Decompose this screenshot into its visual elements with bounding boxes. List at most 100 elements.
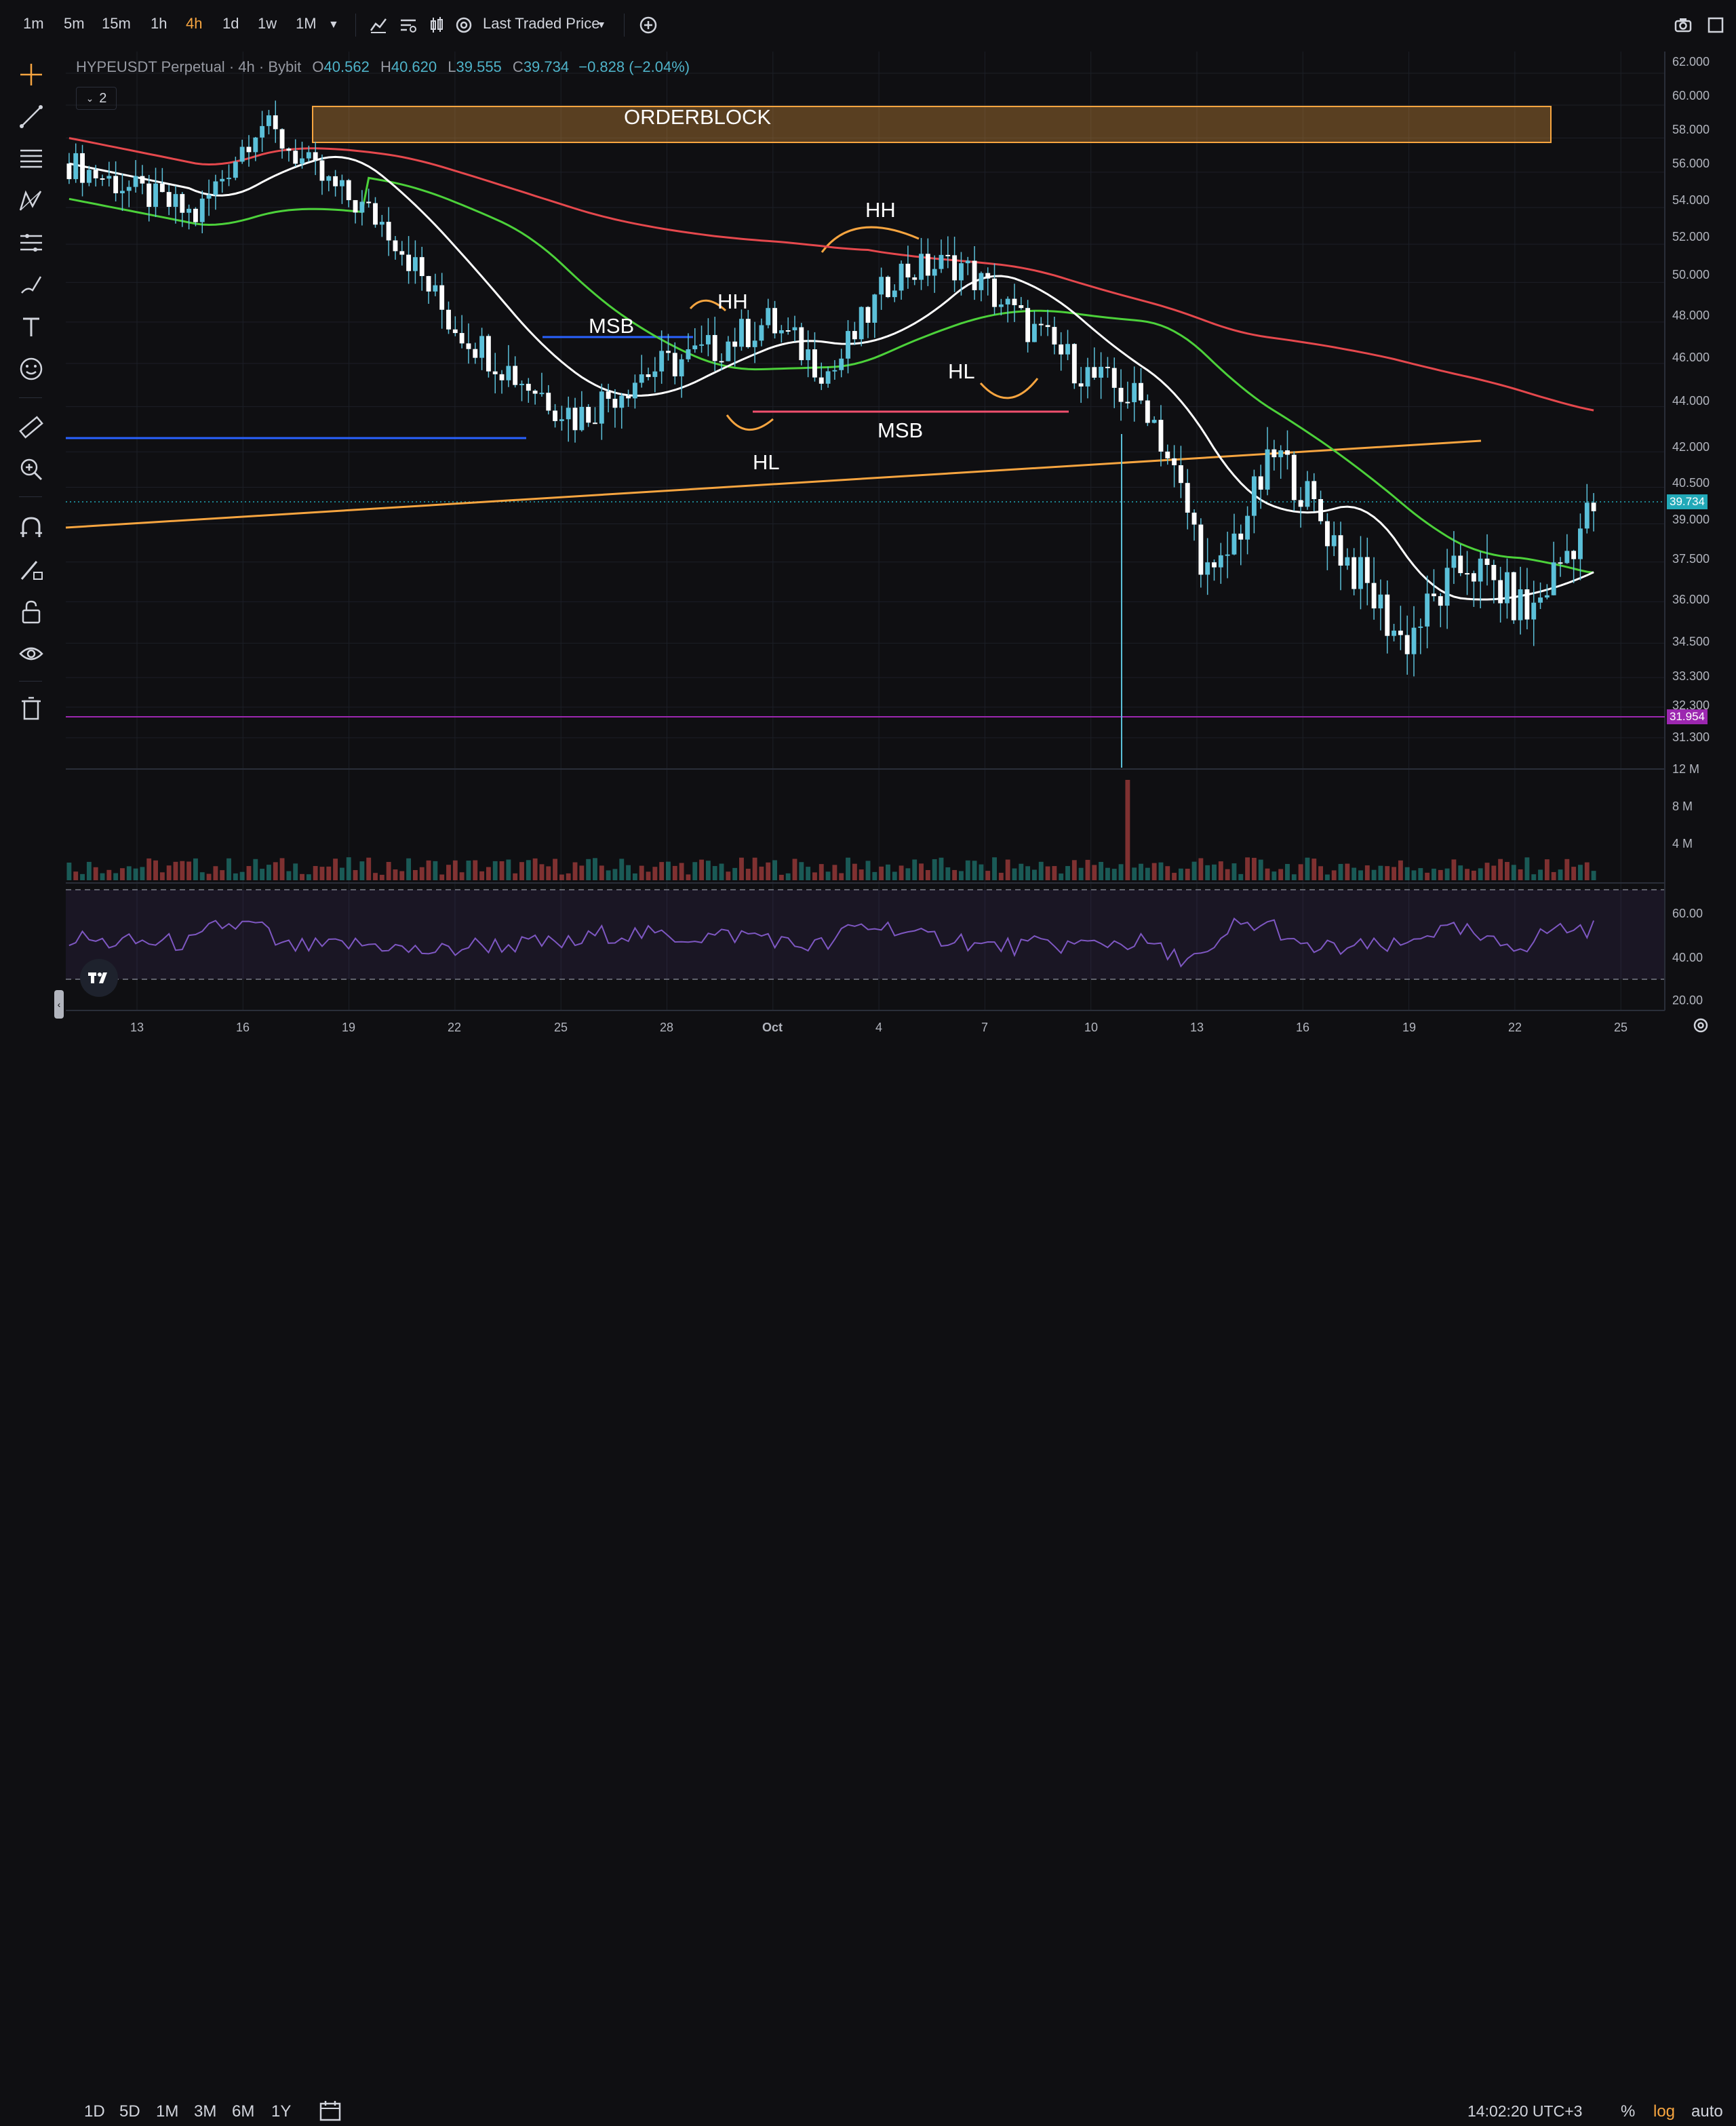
volume-bar <box>846 857 850 880</box>
pattern-icon[interactable] <box>15 184 47 217</box>
ma-red-line[interactable] <box>68 137 1594 412</box>
candle-body <box>526 383 531 391</box>
tradingview-logo[interactable] <box>80 959 118 997</box>
orderblock-zone[interactable] <box>312 106 1552 143</box>
volume-bar <box>1378 865 1383 880</box>
volume-bar <box>180 861 185 880</box>
trash-icon[interactable] <box>15 692 47 724</box>
eye-icon[interactable] <box>15 637 47 670</box>
camera-icon[interactable] <box>1671 12 1695 38</box>
timeframe-1d[interactable]: 1d <box>222 15 239 32</box>
price-source-selector[interactable]: Last Traded Price <box>483 15 600 32</box>
candle-body <box>939 254 944 269</box>
date-range-calendar-icon[interactable] <box>319 2100 342 2123</box>
volume-bar <box>1385 866 1390 880</box>
settings-gear-icon[interactable] <box>1691 1016 1710 1035</box>
timeframe-1m[interactable]: 1m <box>23 15 44 32</box>
volume-bar <box>998 873 1004 880</box>
symbol-name[interactable]: HYPEUSDT Perpetual <box>76 58 225 75</box>
range-5d-button[interactable]: 5D <box>119 2102 140 2121</box>
price-chart[interactable] <box>0 0 1736 1044</box>
ma-green-line[interactable] <box>68 176 1594 574</box>
hl-arc-2[interactable] <box>979 378 1039 399</box>
indicators-count: 2 <box>99 90 107 106</box>
percent-toggle[interactable]: % <box>1621 2102 1636 2121</box>
range-6m-button[interactable]: 6M <box>232 2102 255 2121</box>
emoji-icon[interactable] <box>15 353 47 385</box>
candle-body <box>1111 368 1117 388</box>
range-3m-button[interactable]: 3M <box>194 2102 217 2121</box>
candle-body <box>1139 382 1143 401</box>
candle-body <box>1298 500 1303 507</box>
rsi-line[interactable] <box>68 917 1595 968</box>
brush-icon[interactable] <box>15 269 47 301</box>
pencil-lock-icon[interactable] <box>15 553 47 586</box>
hh-arc-1[interactable] <box>689 299 727 312</box>
time-label: 25 <box>553 1021 568 1034</box>
fullscreen-icon[interactable] <box>1703 12 1728 38</box>
candle-body <box>1491 565 1497 580</box>
volume-bar <box>452 860 458 880</box>
collapse-left-handle[interactable]: ‹ <box>54 990 64 1019</box>
auto-toggle[interactable]: auto <box>1691 2102 1723 2121</box>
ma-white-line[interactable] <box>68 155 1594 601</box>
timeframe-1w[interactable]: 1w <box>258 15 277 32</box>
timeframe-15m[interactable]: 15m <box>102 15 131 32</box>
log-toggle[interactable]: log <box>1653 2102 1676 2121</box>
zoom-in-icon[interactable] <box>15 453 47 486</box>
ruler-icon[interactable] <box>15 411 47 444</box>
candles-icon[interactable] <box>425 12 449 38</box>
range-1m-button[interactable]: 1M <box>156 2102 179 2121</box>
candle-body <box>499 374 505 380</box>
magnet-icon[interactable] <box>15 511 47 544</box>
candle-body <box>872 294 877 323</box>
range-1y-button[interactable]: 1Y <box>271 2102 292 2121</box>
fib-retracement-icon[interactable] <box>15 142 47 175</box>
candle-body <box>1158 420 1164 452</box>
price-source-dropdown-icon[interactable]: ▼ <box>597 19 606 30</box>
candle-body <box>1012 298 1017 306</box>
volume-bar <box>752 857 757 880</box>
toolbar-separator <box>355 14 356 37</box>
text-icon[interactable] <box>15 311 47 343</box>
hh-arc-2[interactable] <box>821 226 920 253</box>
volume-bar <box>1258 859 1263 880</box>
range-1d-button[interactable]: 1D <box>84 2102 105 2121</box>
timeframe-4h[interactable]: 4h <box>186 15 203 32</box>
lock-icon[interactable] <box>15 595 47 628</box>
price-label: 44.000 <box>1672 394 1710 408</box>
timeframe-dropdown-icon[interactable]: ▼ <box>328 19 339 31</box>
timeframe-1h[interactable]: 1h <box>151 15 167 32</box>
settings-gear-icon[interactable] <box>452 12 476 38</box>
volume-bar <box>1538 869 1543 880</box>
volume-bar <box>792 859 797 880</box>
candle-body <box>1078 383 1084 387</box>
indicators-collapse-button[interactable]: ⌄ 2 <box>76 87 117 110</box>
compare-icon[interactable] <box>396 12 420 38</box>
forecast-icon[interactable] <box>15 227 47 259</box>
add-plus-icon[interactable] <box>636 12 660 38</box>
candle-body <box>559 419 564 421</box>
bottom-toolbar: 1D 5D 1M 3M 6M 1Y 14:02:20 UTC+3 % log a… <box>0 1044 1736 2121</box>
timeframe-1M[interactable]: 1M <box>296 15 317 32</box>
candlesticks[interactable] <box>66 100 1596 677</box>
candle-body <box>1178 465 1183 484</box>
indicators-icon[interactable] <box>366 12 391 38</box>
volume-bar <box>1111 869 1117 880</box>
clock[interactable]: 14:02:20 UTC+3 <box>1467 2102 1583 2120</box>
volume-bar <box>373 873 378 880</box>
candle-body <box>1584 503 1590 529</box>
price-label: 54.000 <box>1672 193 1710 207</box>
hl-arc-1[interactable] <box>726 414 774 431</box>
candle-body <box>1311 481 1317 500</box>
crosshair-icon[interactable] <box>15 58 47 91</box>
volume-bar <box>1432 868 1436 880</box>
candle-body <box>666 351 671 353</box>
volume-bar <box>313 866 318 880</box>
ascending-trendline[interactable] <box>65 439 1482 529</box>
trend-line-icon[interactable] <box>15 100 47 133</box>
volume-bar <box>646 871 651 880</box>
candle-body <box>406 254 412 271</box>
rsi-label: 20.00 <box>1672 993 1703 1007</box>
timeframe-5m[interactable]: 5m <box>64 15 85 32</box>
